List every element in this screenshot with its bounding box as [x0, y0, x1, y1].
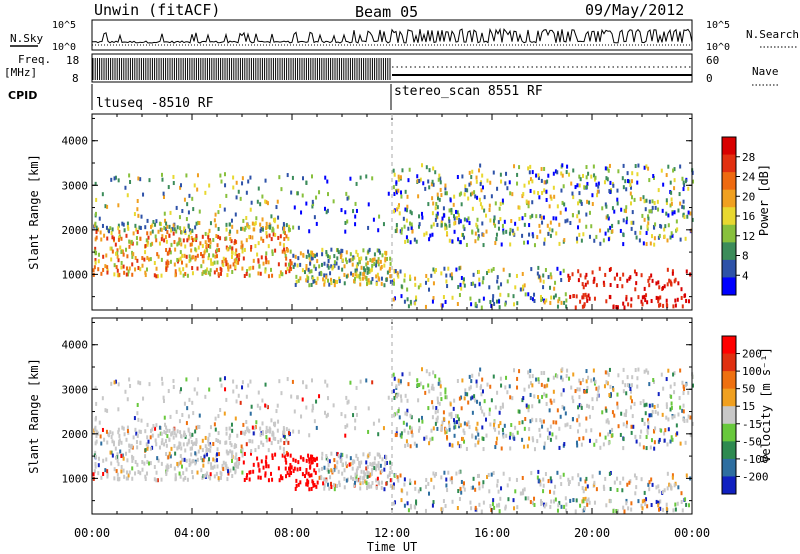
xtick-label: 16:00: [474, 526, 510, 540]
xtick-label: 12:00: [374, 526, 410, 540]
colorbar-tick: 200: [742, 348, 762, 361]
xtick-label: 04:00: [174, 526, 210, 540]
colorbar-swatch: [722, 441, 736, 460]
colorbar-swatch: [722, 277, 736, 296]
colorbar-tick: 12: [742, 230, 755, 243]
velocity-ylabel: Slant Range [km]: [27, 358, 41, 474]
noise-sky-line: [92, 27, 693, 44]
power-colorbar: 4 8 12 16 20 24 28: [721, 136, 756, 296]
freq-trace: [92, 58, 692, 80]
colorbar-tick: 100: [742, 365, 762, 378]
time-axis-label: Time UT: [367, 540, 418, 554]
cpid-panel: CPID ltuseq -8510 RF stereo_scan 8551 RF: [8, 84, 543, 111]
colorbar-tick: 8: [742, 250, 749, 263]
nave-label: Nave: [752, 65, 779, 78]
colorbar-swatch: [722, 207, 736, 226]
nave-tick-0: 0: [706, 72, 713, 85]
xtick-label: 08:00: [274, 526, 310, 540]
station-title: Unwin (fitACF): [94, 1, 220, 19]
velocity-scatter: [92, 367, 694, 514]
colorbar-swatch: [722, 476, 736, 495]
velocity-panel: 1000 2000 3000 4000 Slant Range [km] 200 100…: [27, 317, 773, 515]
noise-right-label: N.Search: [746, 28, 799, 41]
power-panel: 1000 2000 3000 4000 Slant Range [km] 4 8 12 16…: [27, 113, 771, 311]
ytick-label: 2000: [62, 224, 89, 237]
velocity-colorbar-label: Velocity [m s⁻¹]: [759, 347, 773, 463]
freq-panel: Freq. [MHz] 18 8 60 0 Nave: [4, 53, 779, 86]
colorbar-swatch: [722, 336, 736, 355]
ytick-label: 1000: [62, 472, 89, 485]
ytick-label: 3000: [62, 179, 89, 192]
colorbar-swatch: [722, 406, 736, 425]
power-ylabel: Slant Range [km]: [27, 154, 41, 270]
freq-label-1: Freq.: [18, 53, 51, 66]
power-colorbar-label: Power [dB]: [757, 164, 771, 236]
cpid-program-2: stereo_scan 8551 RF: [394, 84, 543, 99]
colorbar-tick: 20: [742, 190, 755, 203]
colorbar-tick: -15: [742, 418, 762, 431]
ytick-label: 1000: [62, 268, 89, 281]
noise-tick-top-right: 10^5: [706, 20, 730, 31]
ytick-label: 4000: [62, 339, 89, 352]
colorbar-swatch: [722, 259, 736, 278]
colorbar-swatch: [722, 154, 736, 173]
time-axis: 00:00 04:00 08:00 12:00 16:00 20:00 00:00: [74, 526, 710, 540]
colorbar-tick: 15: [742, 400, 755, 413]
colorbar-swatch: [722, 172, 736, 191]
date-title: 09/May/2012: [585, 1, 684, 19]
colorbar-swatch: [722, 189, 736, 208]
freq-tick-8: 8: [72, 72, 79, 85]
power-axis: 1000 2000 3000 4000: [62, 114, 693, 310]
xtick-label: 20:00: [574, 526, 610, 540]
noise-tick-top-left: 10^5: [52, 20, 76, 31]
colorbar-tick: 4: [742, 269, 749, 282]
velocity-colorbar: 200 100 50 15 -15 -50 -100 -200: [721, 335, 769, 495]
freq-tick-18: 18: [66, 54, 79, 67]
colorbar-swatch: [722, 388, 736, 407]
colorbar-swatch: [722, 242, 736, 261]
colorbar-swatch: [722, 137, 736, 156]
colorbar-swatch: [722, 458, 736, 477]
ytick-label: 4000: [62, 135, 89, 148]
beam-title: Beam 05: [355, 3, 418, 21]
colorbar-tick: -200: [742, 470, 769, 483]
cpid-program-1: ltuseq -8510 RF: [96, 96, 214, 111]
noise-panel: N.Sky 10^5 10^0 10^5 10^0 N.Search: [10, 19, 799, 53]
colorbar-tick: -100: [742, 453, 769, 466]
ytick-label: 2000: [62, 428, 89, 441]
velocity-axis: 1000 2000 3000 4000: [62, 318, 693, 514]
colorbar-tick: 28: [742, 151, 755, 164]
colorbar-swatch: [722, 423, 736, 442]
colorbar-swatch: [722, 371, 736, 390]
colorbar-swatch: [722, 353, 736, 372]
ytick-label: 3000: [62, 383, 89, 396]
nave-tick-60: 60: [706, 54, 719, 67]
colorbar-tick: 50: [742, 383, 755, 396]
xtick-label: 00:00: [674, 526, 710, 540]
colorbar-tick: 16: [742, 210, 755, 223]
freq-label-2: [MHz]: [4, 66, 37, 79]
cpid-label: CPID: [8, 89, 37, 102]
power-scatter: [92, 163, 694, 310]
noise-tick-bottom-right: 10^0: [706, 42, 730, 53]
noise-left-label: N.Sky: [10, 32, 43, 45]
colorbar-tick: -50: [742, 435, 762, 448]
colorbar-swatch: [722, 224, 736, 243]
xtick-label: 00:00: [74, 526, 110, 540]
noise-tick-bottom-left: 10^0: [52, 42, 76, 53]
colorbar-tick: 24: [742, 171, 756, 184]
